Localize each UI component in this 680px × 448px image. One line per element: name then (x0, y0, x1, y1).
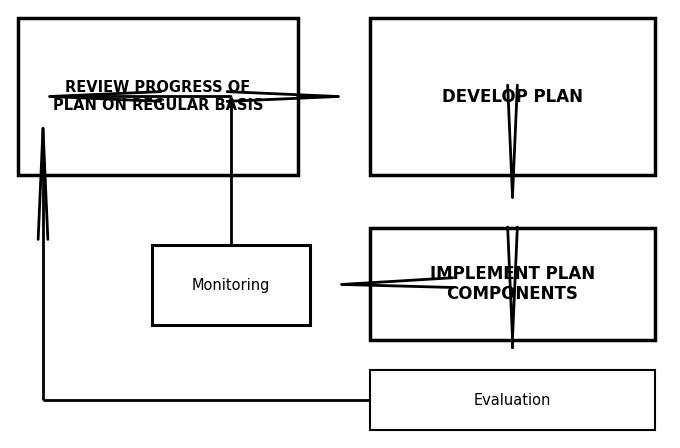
Bar (18, 18, 298, 175)
Text: Evaluation: Evaluation (474, 392, 551, 408)
Text: IMPLEMENT PLAN
COMPONENTS: IMPLEMENT PLAN COMPONENTS (430, 265, 595, 303)
Bar (152, 245, 310, 325)
Bar (370, 228, 655, 340)
Bar (370, 370, 655, 430)
Text: REVIEW PROGRESS OF
PLAN ON REGULAR BASIS: REVIEW PROGRESS OF PLAN ON REGULAR BASIS (53, 80, 263, 113)
Text: DEVELOP PLAN: DEVELOP PLAN (442, 87, 583, 105)
Text: Monitoring: Monitoring (192, 277, 270, 293)
Bar (370, 18, 655, 175)
